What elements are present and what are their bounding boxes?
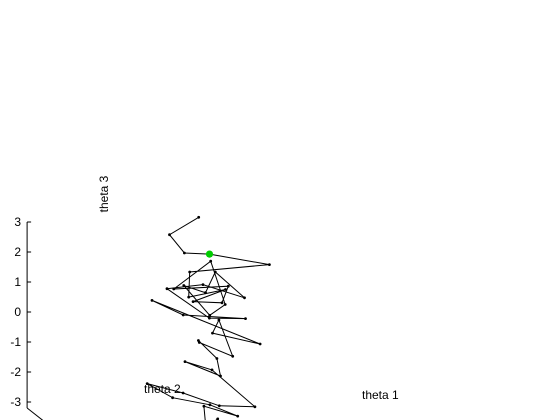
trajectory-point [221, 301, 224, 304]
axes-group [27, 222, 383, 420]
trajectory-point [227, 285, 230, 288]
trajectory-point [216, 357, 219, 360]
trajectory-point [243, 296, 246, 299]
y-axis-line [27, 408, 159, 420]
trajectory-point [188, 271, 191, 274]
trajectory-point [151, 299, 154, 302]
trajectory-point [166, 287, 169, 290]
trajectory-point [198, 341, 201, 344]
trajectory-point [203, 405, 206, 408]
trajectory-point [182, 392, 185, 395]
trajectory-point [208, 314, 211, 317]
z-tick-label: 1 [14, 275, 21, 289]
trajectory-point [218, 404, 221, 407]
trajectory-point [254, 405, 257, 408]
trajectory-point [208, 317, 211, 320]
trajectory-point [218, 319, 221, 322]
x-axis-label: theta 1 [362, 388, 399, 402]
z-tick-label: -2 [10, 365, 21, 379]
trajectory-point [211, 332, 214, 335]
trajectory-point [204, 291, 207, 294]
y-axis-label: theta 2 [144, 382, 181, 396]
trajectory-point [182, 284, 185, 287]
trajectory-point [214, 271, 217, 274]
trajectory-point [224, 288, 227, 291]
trajectory-point [259, 343, 262, 346]
trajectory-point [184, 360, 187, 363]
trajectory-point [187, 296, 190, 299]
trajectory-point [171, 396, 174, 399]
trajectory-point [209, 260, 212, 263]
z-tick-label: 2 [14, 245, 21, 259]
z-tick-label: -1 [10, 335, 21, 349]
z-tick-label: -3 [10, 395, 21, 409]
trajectory-point [182, 314, 185, 317]
trajectory-point [219, 375, 222, 378]
z-tick-label: 0 [14, 305, 21, 319]
trajectory-point [231, 355, 234, 358]
z-axis-label: theta 3 [97, 175, 111, 212]
trajectory-point [202, 283, 205, 286]
trajectory-point [236, 415, 239, 418]
trajectory-point [224, 303, 227, 306]
trajectory-point [168, 233, 171, 236]
trajectory-point [209, 403, 212, 406]
trajectory-point [211, 369, 214, 372]
axis-labels-group: theta 1 theta 2 theta 3 [97, 175, 399, 402]
trajectory-point [172, 288, 175, 291]
end-point-marker [206, 251, 213, 258]
trajectory-point [268, 263, 271, 266]
trajectory-point [197, 216, 200, 219]
trajectory-point [183, 252, 186, 255]
trajectory-point [192, 300, 195, 303]
z-tick-label: 3 [14, 215, 21, 229]
trajectory-point [244, 317, 247, 320]
